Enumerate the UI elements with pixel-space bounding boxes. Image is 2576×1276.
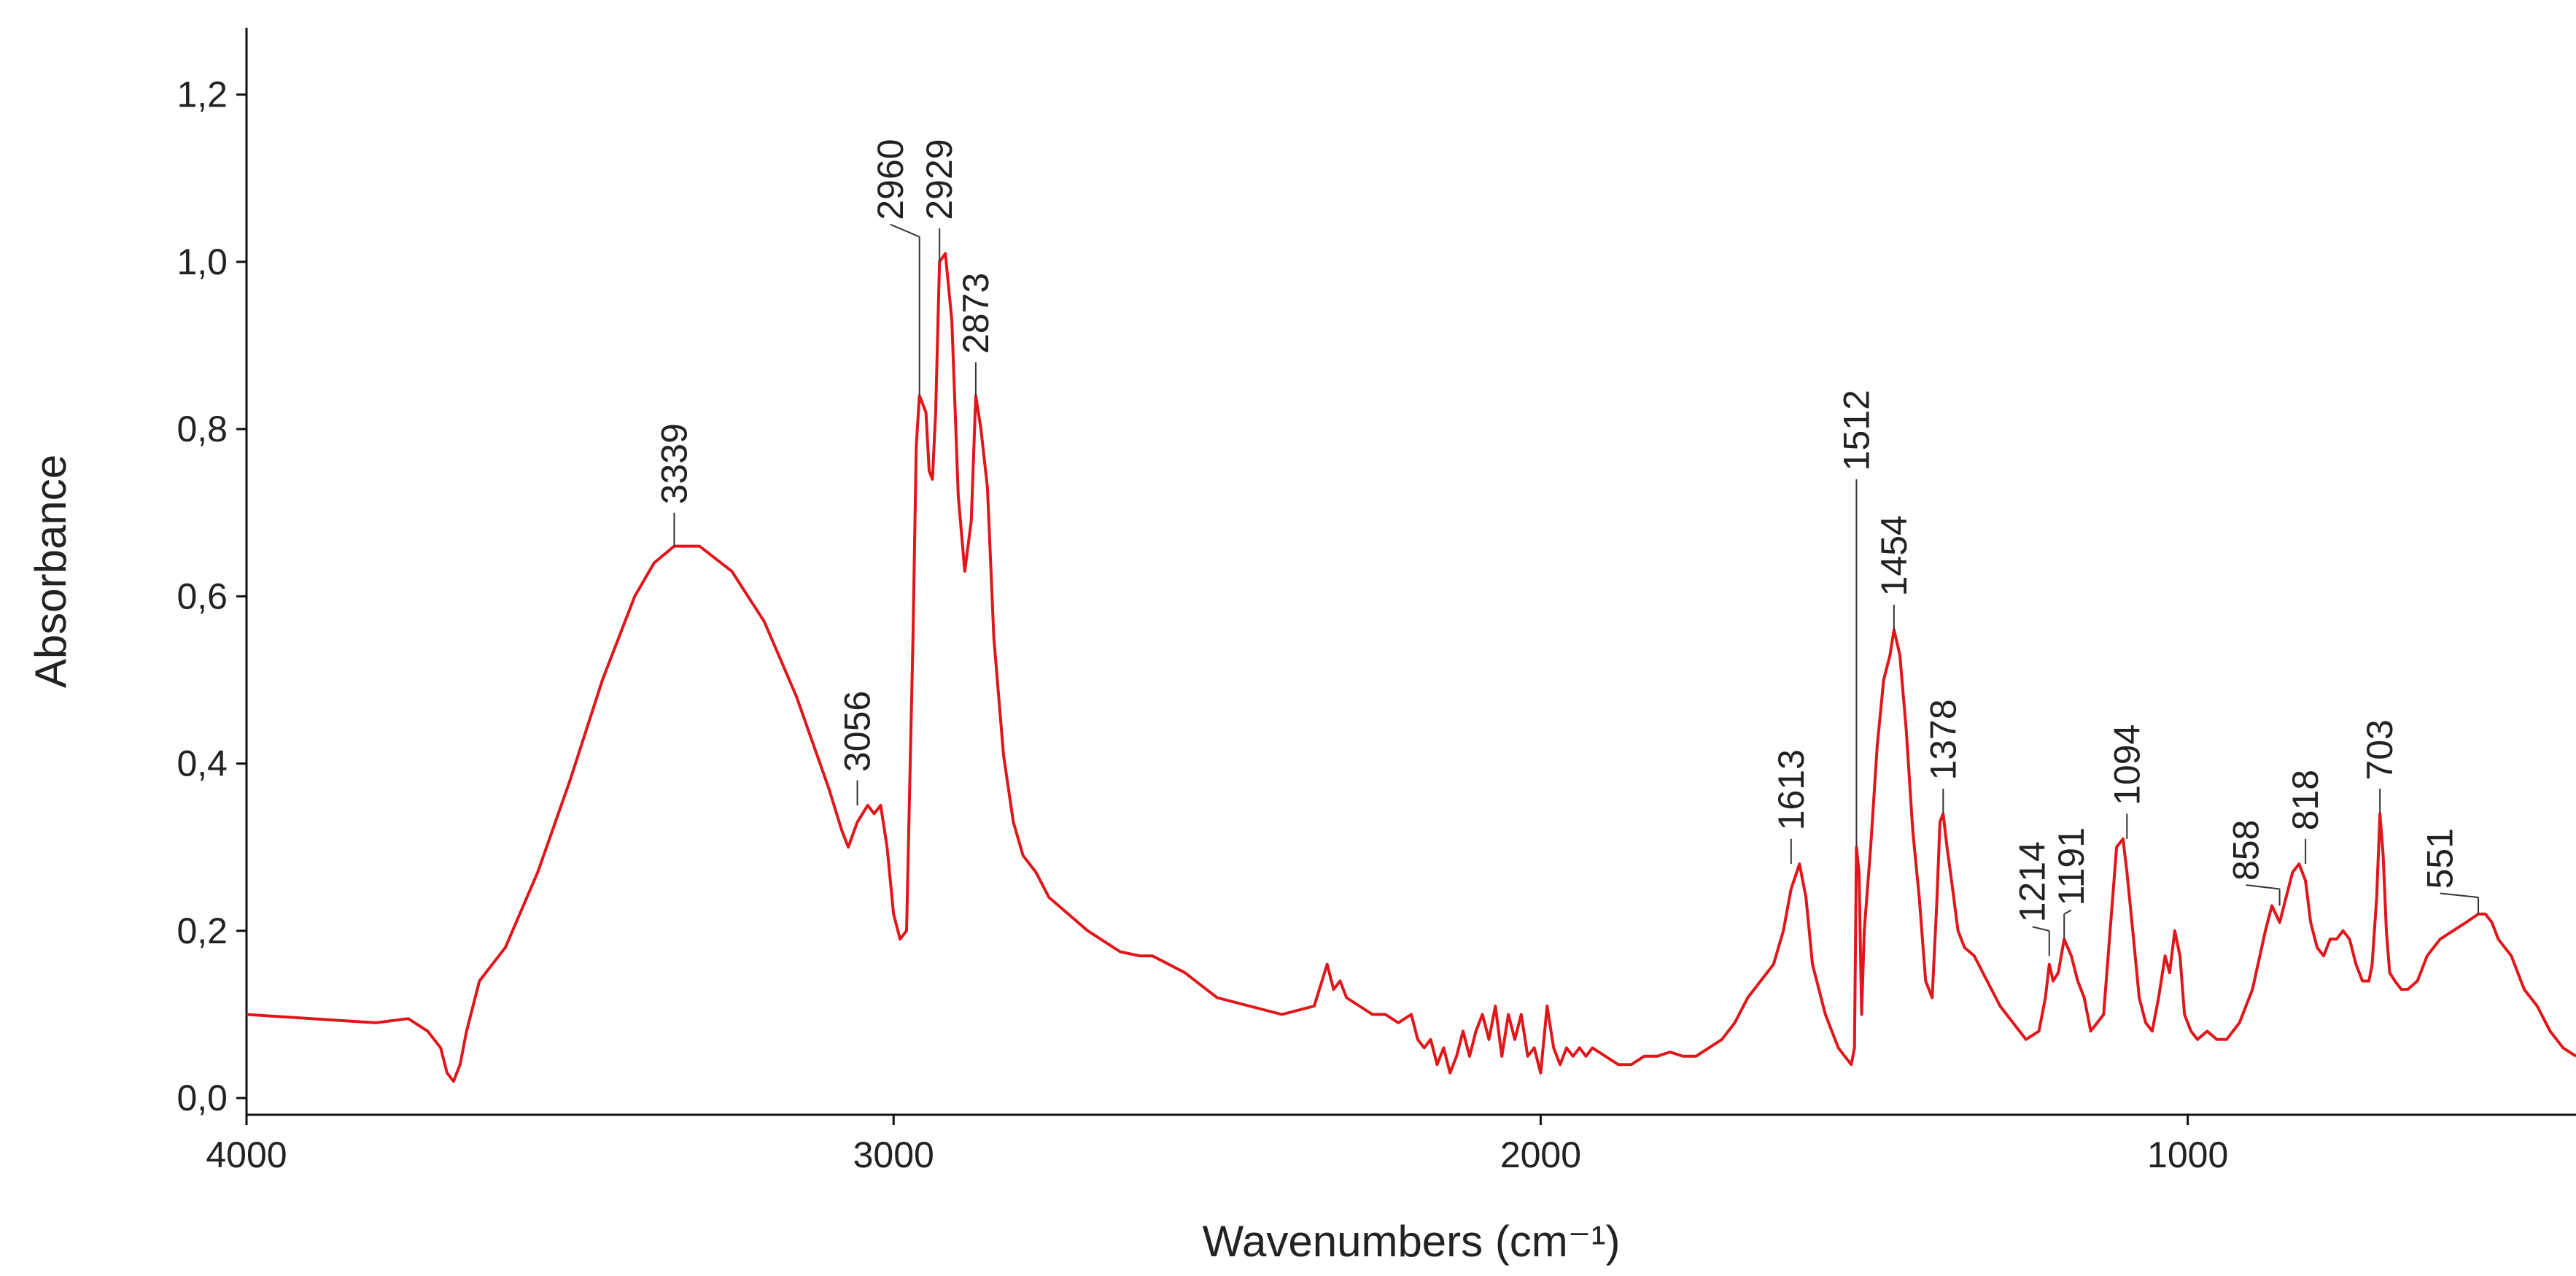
peak-annotation-1378: 1378	[1923, 699, 1963, 814]
peak-annotation-1191: 1191	[2051, 827, 2092, 940]
peak-label: 1094	[2106, 724, 2147, 805]
peak-annotation-1512: 1512	[1836, 390, 1877, 848]
peak-leader-line	[2032, 926, 2050, 932]
peak-annotation-551: 551	[2420, 828, 2480, 914]
y-tick-label: 0,8	[176, 409, 228, 449]
peak-label: 1378	[1923, 699, 1963, 780]
peak-label: 2960	[870, 139, 911, 220]
peak-annotations: 3339 3056 2960 2929 2873 1613 1512 1454 1378 1214…	[653, 139, 2480, 956]
peak-label: 2873	[955, 273, 996, 354]
peak-label: 1613	[1771, 749, 1812, 830]
peak-annotation-2960: 2960	[870, 139, 920, 396]
y-tick-label: 0,2	[176, 910, 228, 951]
peak-annotation-818: 818	[2285, 770, 2326, 865]
peak-label: 858	[2226, 820, 2267, 881]
peak-annotation-2929: 2929	[919, 139, 960, 262]
peak-label: 818	[2285, 770, 2326, 830]
peak-label: 551	[2420, 828, 2461, 889]
series-layer	[246, 252, 2576, 1083]
y-tick-label: 0,6	[176, 576, 228, 616]
peak-label: 3056	[837, 691, 878, 772]
tick-marks: 0,0 0,2 0,4 0,6 0,8 1,0 1,2 4000 3000 2000 1000	[176, 74, 2228, 1175]
peak-annotation-1613: 1613	[1771, 749, 1812, 865]
peak-label: 1191	[2051, 827, 2092, 906]
peak-leader-line	[890, 223, 920, 238]
peak-label: 1454	[1874, 515, 1914, 596]
peak-leader-line	[2440, 892, 2479, 898]
y-tick-label: 1,2	[176, 74, 228, 115]
peak-annotation-1454: 1454	[1874, 515, 1914, 630]
peak-label: 3339	[653, 423, 694, 504]
peak-annotation-1094: 1094	[2106, 724, 2147, 839]
x-tick-label: 4000	[206, 1134, 287, 1175]
y-tick-label: 1,0	[176, 241, 228, 282]
peak-annotation-858: 858	[2226, 820, 2281, 906]
x-tick-label: 1000	[2147, 1134, 2228, 1175]
y-tick-label: 0,4	[176, 743, 228, 784]
y-tick-label: 0,0	[176, 1078, 228, 1118]
peak-leader-line	[2063, 909, 2072, 915]
peak-leader-line	[2246, 884, 2280, 890]
peak-label: 2929	[919, 139, 960, 220]
peak-annotation-703: 703	[2359, 719, 2400, 814]
spectrum-line	[246, 252, 2576, 1083]
peak-annotation-3339: 3339	[653, 423, 694, 546]
axes	[245, 28, 2576, 1116]
peak-annotation-1214: 1214	[2012, 841, 2053, 956]
peak-label: 1512	[1836, 390, 1877, 471]
peak-annotation-3056: 3056	[837, 691, 878, 805]
peak-annotation-2873: 2873	[955, 273, 996, 396]
y-axis-title: Absorbance	[26, 455, 75, 688]
x-tick-label: 2000	[1500, 1134, 1581, 1175]
peak-label: 703	[2359, 719, 2400, 780]
x-axis-title: Wavenumbers (cm⁻¹)	[1203, 1217, 1621, 1266]
x-tick-label: 3000	[853, 1134, 934, 1175]
peak-label: 1214	[2012, 841, 2053, 922]
